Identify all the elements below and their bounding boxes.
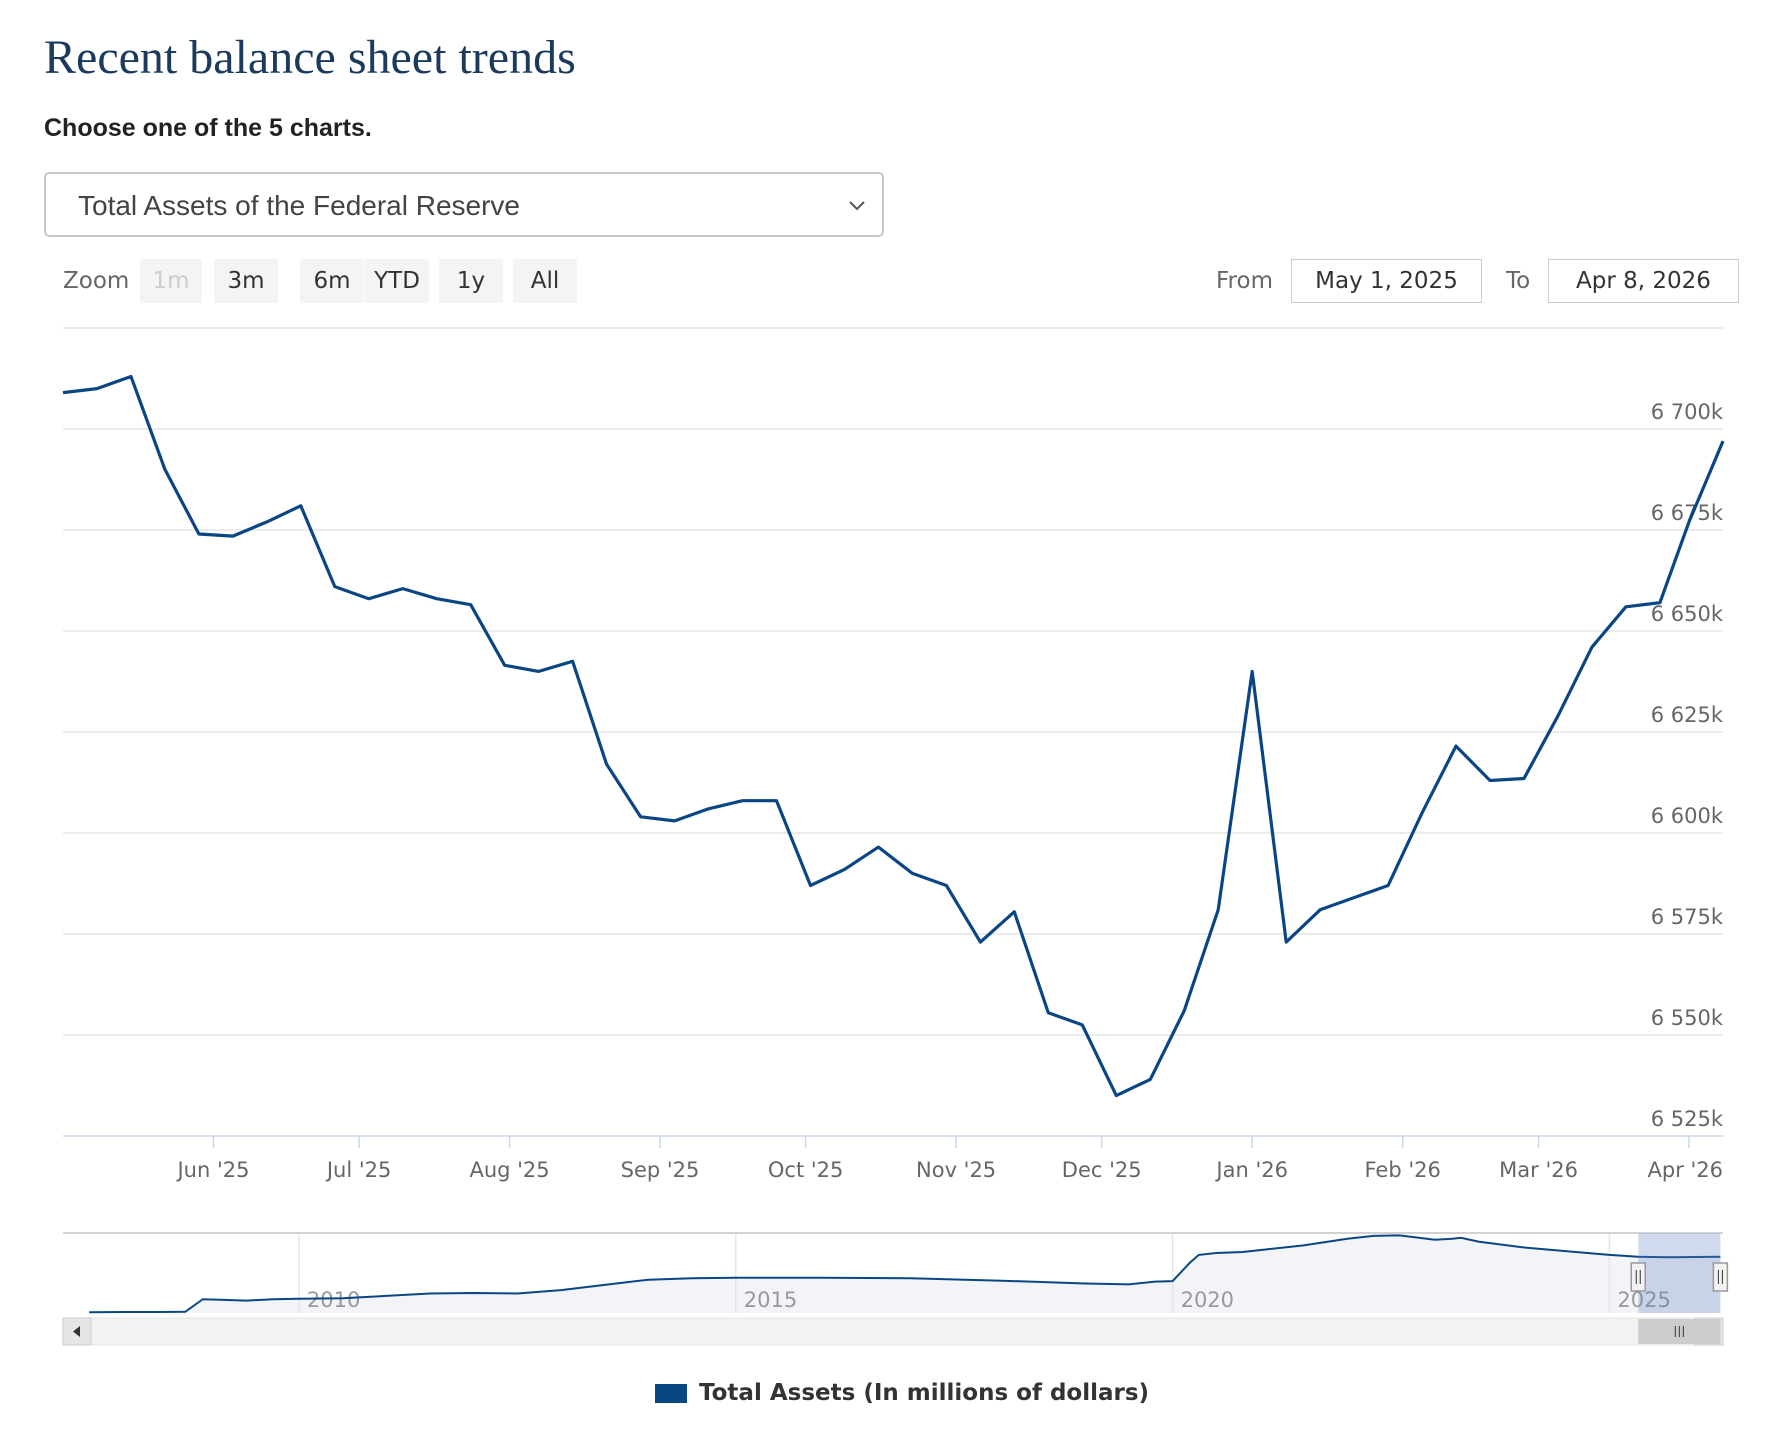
zoom-button-ytd[interactable]: YTD [365, 259, 429, 303]
zoom-button-1m[interactable]: 1m [140, 259, 202, 303]
y-tick-label: 6 550k [1651, 1006, 1724, 1030]
zoom-button-1y[interactable]: 1y [439, 259, 503, 303]
legend-label: Total Assets (In millions of dollars) [699, 1380, 1150, 1406]
legend-item[interactable]: Total Assets (In millions of dollars) [655, 1376, 1149, 1410]
x-tick-label: Jan '26 [1214, 1158, 1288, 1182]
navigator-tick-label: 2025 [1617, 1288, 1670, 1312]
zoom-button-all[interactable]: All [513, 259, 577, 303]
x-tick-label: Nov '25 [916, 1158, 996, 1182]
handle-body [1712, 1262, 1729, 1292]
x-tick-label: Mar '26 [1499, 1158, 1578, 1182]
zoom-button-6m[interactable]: 6m [300, 259, 364, 303]
navigator-tick-label: 2020 [1181, 1288, 1234, 1312]
chevron-down-icon [849, 201, 865, 211]
from-label: From [1216, 268, 1273, 294]
navigator-selected-range [1638, 1233, 1721, 1313]
x-tick-label: Aug '25 [469, 1158, 549, 1182]
zoom-button-3m[interactable]: 3m [214, 259, 278, 303]
x-tick-label: Dec '25 [1062, 1158, 1142, 1182]
y-tick-label: 6 700k [1651, 400, 1724, 424]
y-tick-label: 6 625k [1651, 703, 1724, 727]
to-label: To [1506, 268, 1531, 294]
y-tick-label: 6 650k [1651, 602, 1724, 626]
x-tick-label: Feb '26 [1364, 1158, 1440, 1182]
x-tick-label: Jun '25 [175, 1158, 249, 1182]
to-date-input[interactable]: Apr 8, 2026 [1548, 259, 1739, 303]
arrow-left-icon [73, 1326, 80, 1337]
scrollbar-track [62, 1317, 1724, 1346]
navigator-handle-right[interactable] [1712, 1262, 1729, 1292]
chart-select-value: Total Assets of the Federal Reserve [78, 190, 520, 221]
page-title: Recent balance sheet trends [44, 31, 576, 84]
from-date-input[interactable]: May 1, 2025 [1291, 259, 1482, 303]
legend-swatch [655, 1383, 687, 1403]
y-tick-label: 6 600k [1651, 804, 1724, 828]
navigator-line [89, 1234, 1721, 1314]
chart-select[interactable]: Total Assets of the Federal Reserve [44, 172, 884, 237]
navigator-tick-label: 2010 [307, 1288, 360, 1312]
navigator-tick-label: 2015 [744, 1288, 797, 1312]
chart-chooser-label: Choose one of the 5 charts. [44, 114, 372, 142]
y-tick-label: 6 575k [1651, 905, 1724, 929]
series-line-total-assets [62, 374, 1725, 1098]
zoom-label: Zoom [63, 268, 130, 294]
y-tick-label: 6 675k [1651, 501, 1724, 525]
navigator-handle-left[interactable] [1630, 1262, 1647, 1292]
handle-body [1630, 1262, 1647, 1292]
x-tick-label: Jul '25 [325, 1158, 392, 1182]
x-tick-label: Oct '25 [768, 1158, 843, 1182]
x-tick-label: Sep '25 [621, 1158, 700, 1182]
y-tick-label: 6 525k [1651, 1107, 1724, 1131]
x-tick-label: Apr '26 [1648, 1158, 1724, 1182]
